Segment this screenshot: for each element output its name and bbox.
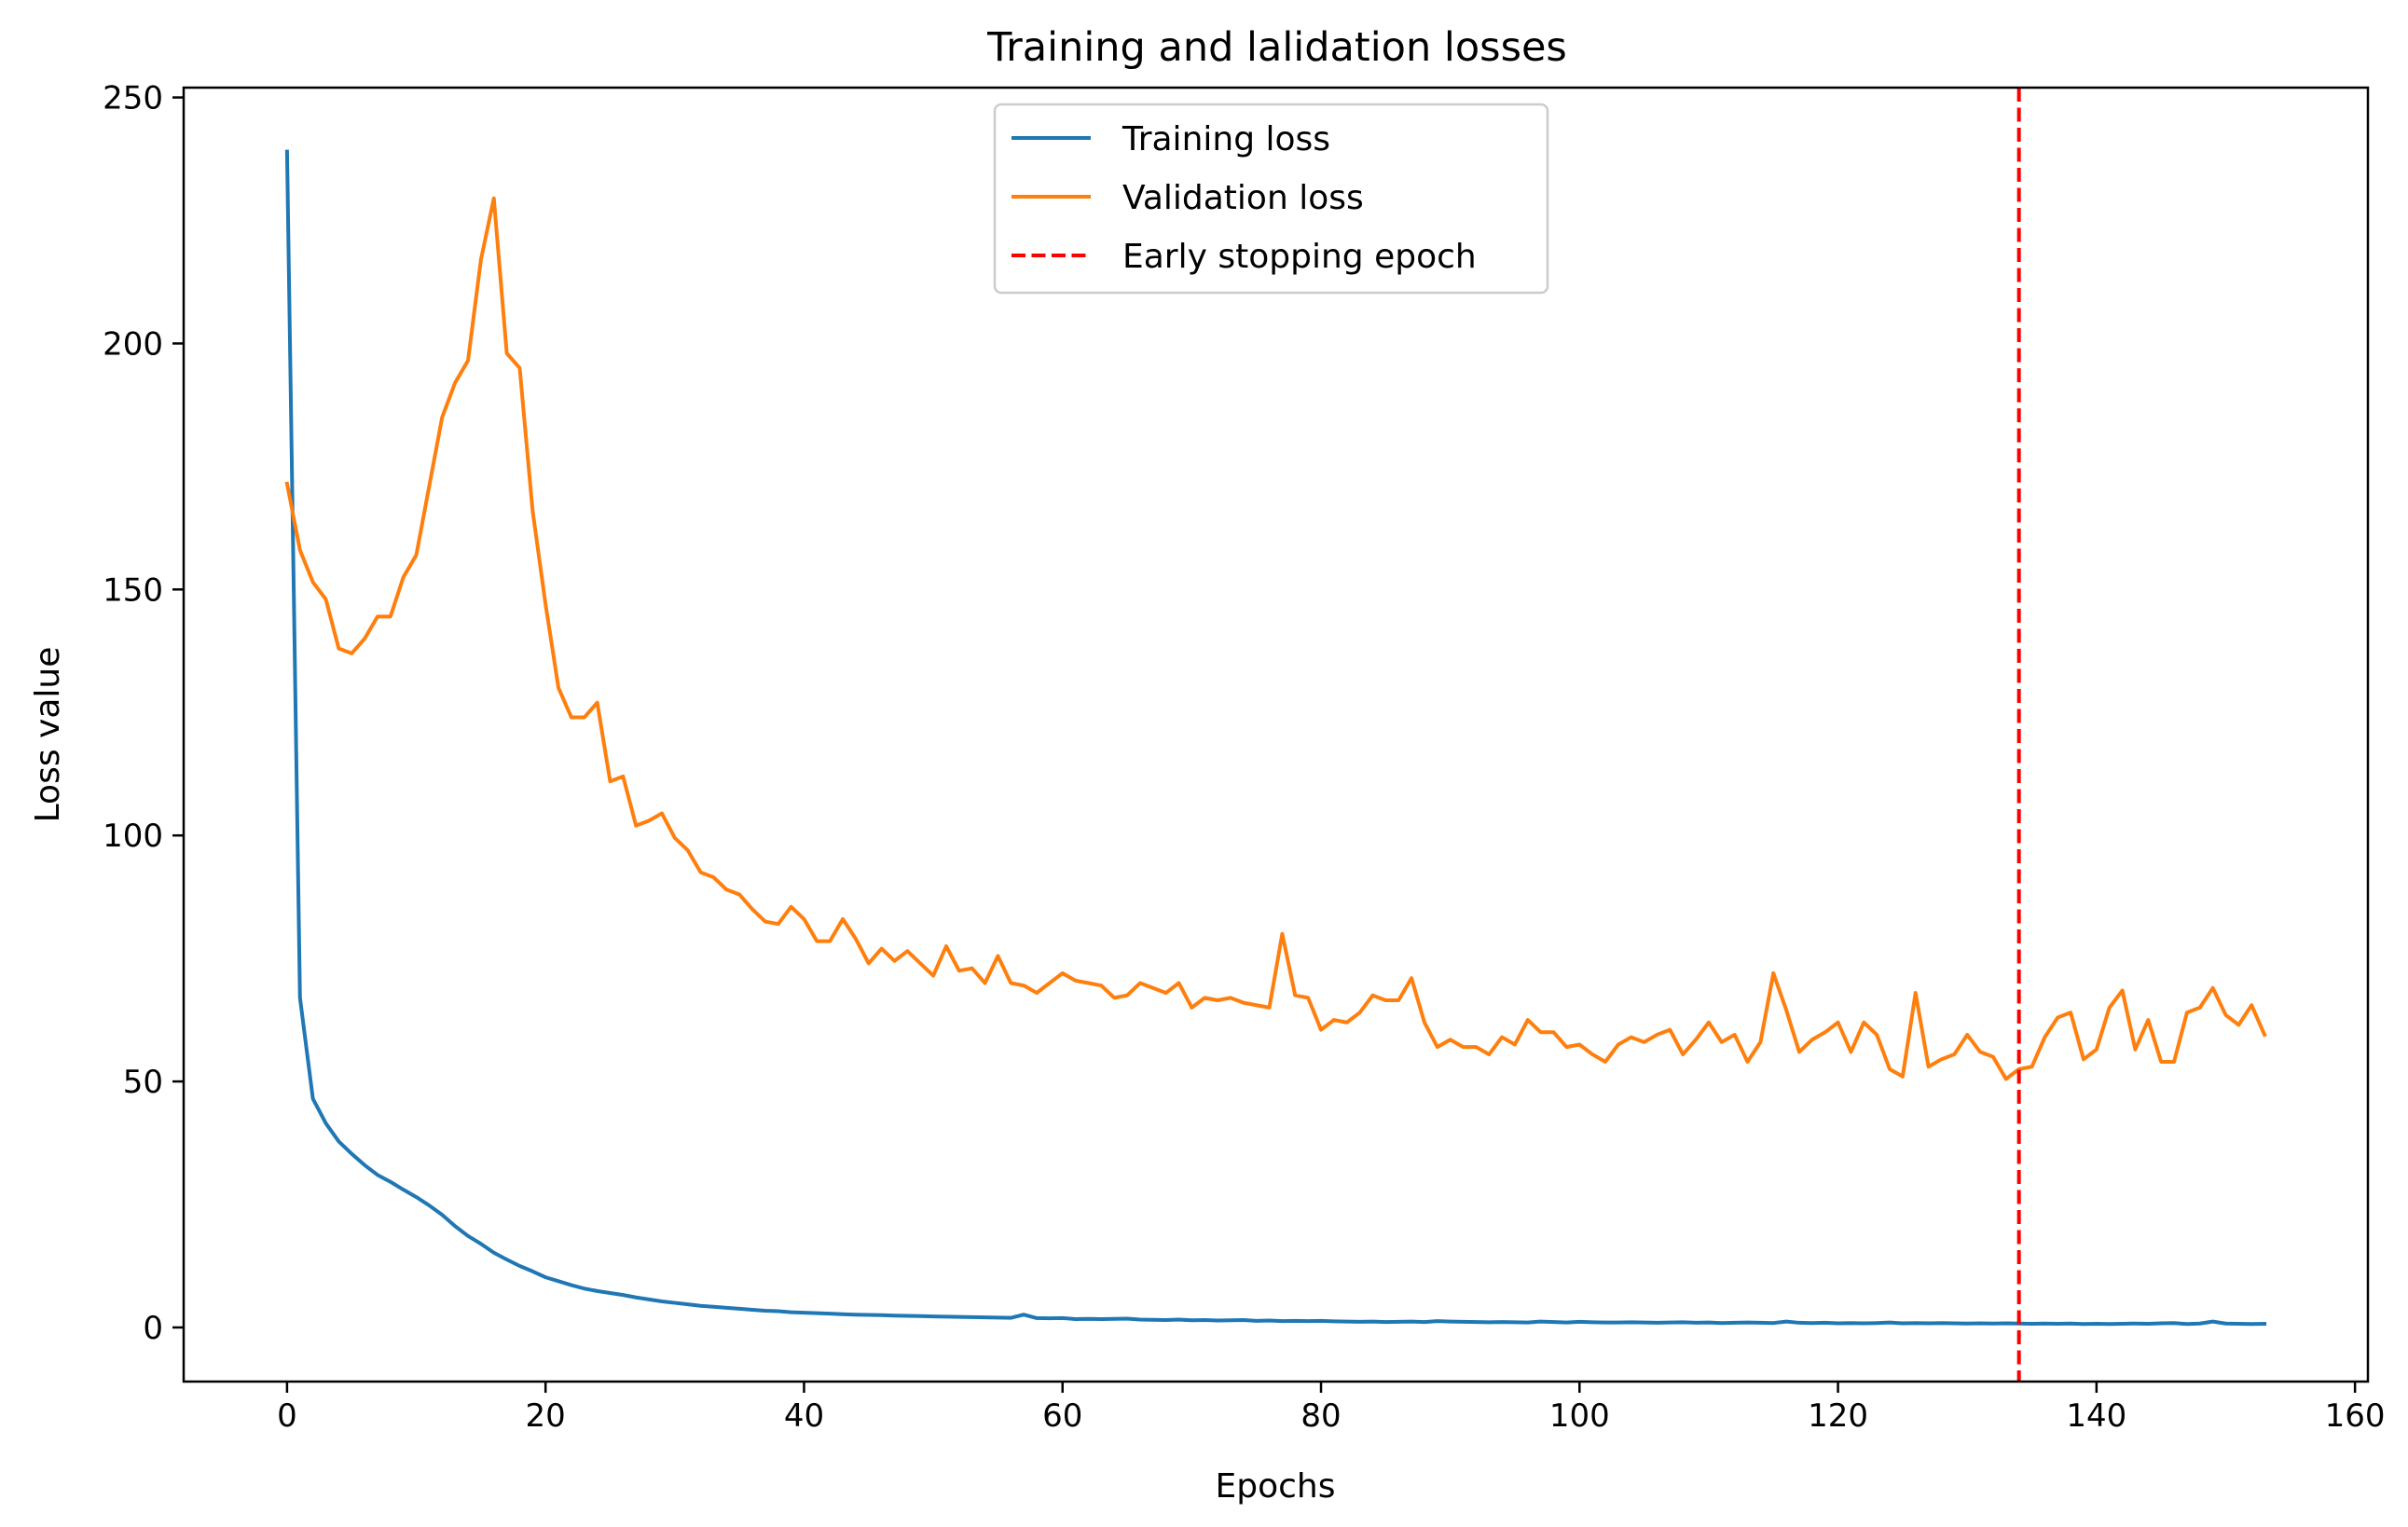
legend-label-training-loss: Training loss — [1121, 120, 1330, 158]
y-tick-label: 150 — [103, 571, 163, 609]
plot-frame — [182, 86, 2370, 1383]
x-axis: 0 20 40 60 80 100 120 140 160 — [277, 1382, 2386, 1435]
legend-label-early-stopping: Early stopping epoch — [1122, 238, 1477, 276]
x-axis-label: Epochs — [1216, 1467, 1336, 1506]
x-tick-label: 140 — [2066, 1397, 2126, 1435]
y-tick-label: 200 — [103, 325, 163, 363]
y-tick-label: 250 — [103, 80, 163, 117]
legend: Training loss Validation loss Early stop… — [993, 103, 1549, 295]
x-tick-label: 40 — [784, 1397, 824, 1435]
validation-loss-line — [284, 196, 2267, 1081]
x-tick-label: 80 — [1300, 1397, 1341, 1435]
legend-box — [993, 103, 1549, 295]
x-tick-label: 100 — [1549, 1397, 1610, 1435]
y-axis-label: Loss value — [29, 647, 67, 823]
training-loss-line — [284, 149, 2267, 1327]
x-tick-label: 120 — [1808, 1397, 1868, 1435]
y-tick-label: 50 — [123, 1064, 163, 1101]
y-tick-label: 100 — [103, 818, 163, 855]
chart-title: Training and lalidation losses — [986, 24, 1567, 71]
x-tick-label: 0 — [277, 1397, 297, 1435]
y-tick-label: 0 — [143, 1310, 163, 1347]
x-tick-label: 160 — [2325, 1397, 2386, 1435]
x-tick-label: 60 — [1042, 1397, 1082, 1435]
x-tick-label: 20 — [526, 1397, 566, 1435]
series-layer — [284, 88, 2267, 1382]
legend-label-validation-loss: Validation loss — [1122, 179, 1364, 217]
y-axis: 0 50 100 150 200 250 — [103, 80, 184, 1347]
